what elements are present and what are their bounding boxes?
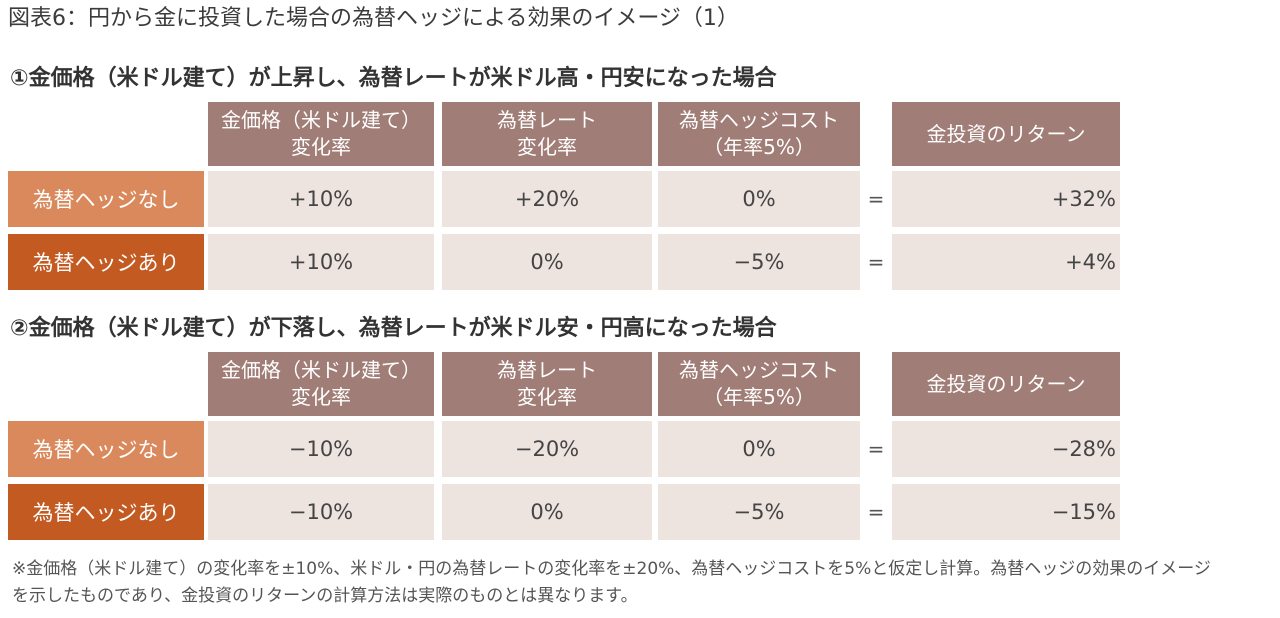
section-2-header-return: 金投資のリターン	[892, 352, 1120, 416]
section-2-row-2-fx-change: 0%	[442, 484, 652, 540]
header-line: 為替レート	[497, 358, 597, 382]
section-2-row-1-gold-change: −10%	[208, 421, 434, 477]
header-line: 変化率	[517, 385, 577, 409]
header-line: 為替ヘッジコスト	[679, 358, 839, 382]
section-2-row-2-hedge-cost: −5%	[658, 484, 860, 540]
figure-title: 図表6：円から金に投資した場合の為替ヘッジによる効果のイメージ（1）	[8, 6, 739, 31]
equals-sign: =	[867, 437, 885, 461]
section-2-header-fx-change: 為替レート 変化率	[442, 352, 652, 416]
section-1-header-hedge-cost: 為替ヘッジコスト （年率5%）	[658, 102, 860, 166]
section-2-row-1-fx-change: −20%	[442, 421, 652, 477]
section-1-row-label-no-hedge: 為替ヘッジなし	[8, 171, 204, 227]
section-2-row-2-return: −15%	[892, 484, 1120, 540]
header-line: 変化率	[291, 385, 351, 409]
section-2-header-hedge-cost: 為替ヘッジコスト （年率5%）	[658, 352, 860, 416]
section-2-header-gold-change: 金価格（米ドル建て） 変化率	[208, 352, 434, 416]
section-1-row-2-return: +4%	[892, 234, 1120, 290]
section-1-row-label-hedge: 為替ヘッジあり	[8, 234, 204, 290]
header-line: 金価格（米ドル建て）	[221, 108, 421, 132]
header-line: 変化率	[517, 135, 577, 159]
section-1-row-1-fx-change: +20%	[442, 171, 652, 227]
header-line: （年率5%）	[703, 385, 815, 409]
section-1-row-2-gold-change: +10%	[208, 234, 434, 290]
section-1-row-1-return: +32%	[892, 171, 1120, 227]
header-line: （年率5%）	[703, 135, 815, 159]
footnote: ※金価格（米ドル建て）の変化率を±10%、米ドル・円の為替レートの変化率を±20…	[12, 559, 1211, 606]
section-2-row-label-no-hedge: 為替ヘッジなし	[8, 421, 204, 477]
header-line: 金価格（米ドル建て）	[221, 358, 421, 382]
section-1-heading: ①金価格（米ドル建て）が上昇し、為替レートが米ドル高・円安になった場合	[10, 66, 777, 91]
section-1-header-gold-change: 金価格（米ドル建て） 変化率	[208, 102, 434, 166]
section-2-heading: ②金価格（米ドル建て）が下落し、為替レートが米ドル安・円高になった場合	[10, 316, 777, 341]
equals-sign: =	[867, 187, 885, 211]
section-2-row-label-hedge: 為替ヘッジあり	[8, 484, 204, 540]
section-1-header-return: 金投資のリターン	[892, 102, 1120, 166]
equals-sign: =	[867, 500, 885, 524]
section-2-row-1-hedge-cost: 0%	[658, 421, 860, 477]
header-line: 金投資のリターン	[926, 371, 1086, 396]
section-2-row-1-return: −28%	[892, 421, 1120, 477]
header-line: 金投資のリターン	[926, 121, 1086, 146]
header-line: 為替ヘッジコスト	[679, 108, 839, 132]
section-1-row-1-hedge-cost: 0%	[658, 171, 860, 227]
section-1-row-2-fx-change: 0%	[442, 234, 652, 290]
header-line: 為替レート	[497, 108, 597, 132]
section-1-header-fx-change: 為替レート 変化率	[442, 102, 652, 166]
section-2-row-2-gold-change: −10%	[208, 484, 434, 540]
section-1-row-1-gold-change: +10%	[208, 171, 434, 227]
equals-sign: =	[867, 250, 885, 274]
header-line: 変化率	[291, 135, 351, 159]
section-1-row-2-hedge-cost: −5%	[658, 234, 860, 290]
